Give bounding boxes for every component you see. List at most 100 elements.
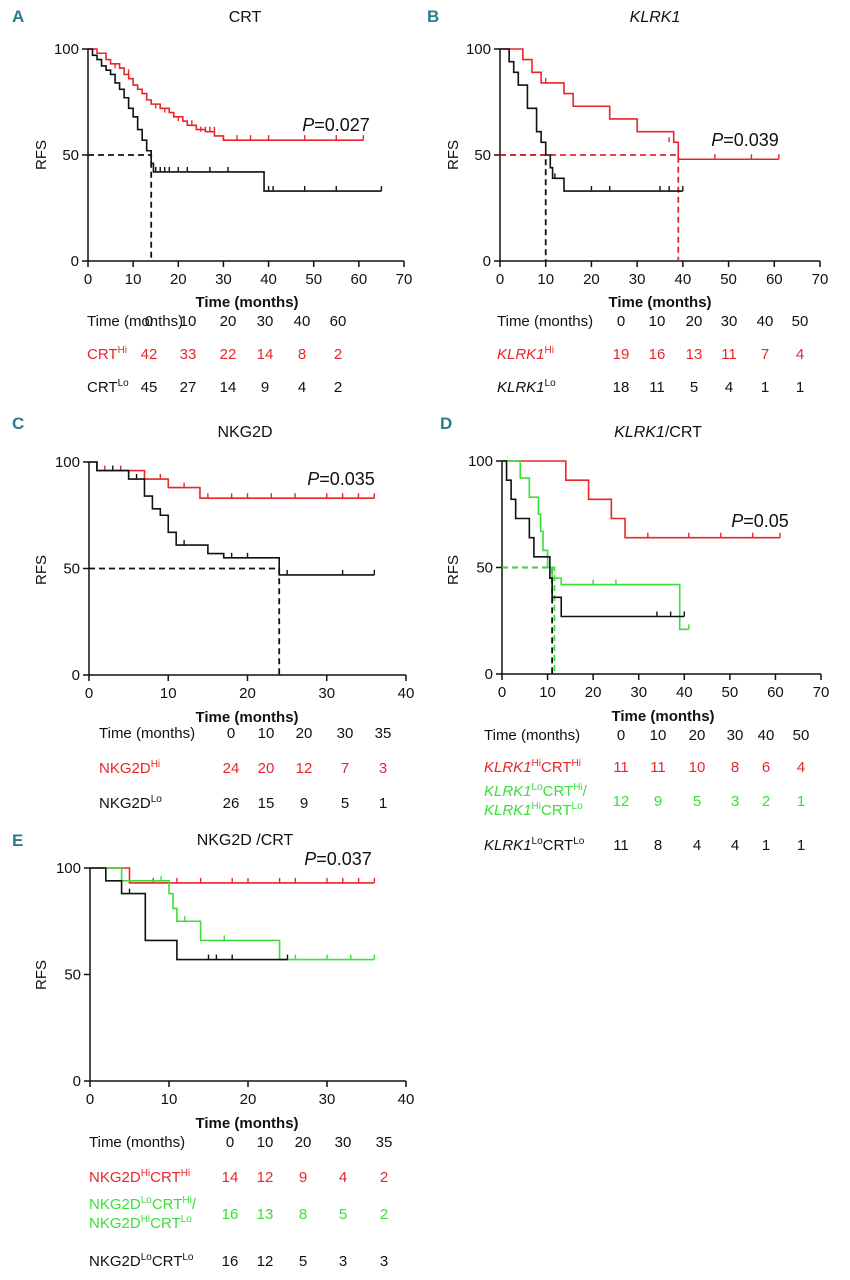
p-value: P=0.05 [731, 511, 789, 531]
risk-count: 14 [257, 346, 274, 363]
risk-count: 13 [686, 346, 703, 363]
x-axis-label: Time (months) [195, 709, 298, 726]
risk-count: 5 [693, 793, 701, 810]
risk-count: 33 [180, 346, 197, 363]
risk-table-time: 0 [226, 1134, 234, 1151]
risk-count: 7 [761, 346, 769, 363]
risk-table-time: 30 [721, 313, 738, 330]
x-tick-label: 30 [629, 271, 646, 288]
panel-title: NKG2D [217, 424, 272, 441]
risk-table-header: Time (months) [87, 313, 183, 330]
x-axis-label: Time (months) [608, 294, 711, 311]
risk-count: 45 [141, 379, 158, 396]
risk-count: 4 [796, 346, 804, 363]
risk-table-header: Time (months) [484, 727, 580, 744]
risk-table-time: 20 [220, 313, 237, 330]
median-line [88, 154, 153, 261]
risk-count: 4 [797, 759, 805, 776]
y-axis-label: RFS [33, 555, 50, 585]
survival-curve [502, 460, 685, 618]
risk-count: 9 [300, 795, 308, 812]
x-tick-label: 20 [239, 685, 256, 702]
risk-count: 1 [761, 379, 769, 396]
risk-count: 3 [731, 793, 739, 810]
risk-count: 6 [762, 759, 770, 776]
risk-count: 16 [649, 346, 666, 363]
y-tick-label: 0 [72, 667, 80, 684]
risk-count: 9 [261, 379, 269, 396]
risk-table-time: 50 [793, 727, 810, 744]
risk-table-time: 30 [335, 1134, 352, 1151]
x-tick-label: 40 [676, 684, 693, 701]
risk-table-header: Time (months) [99, 725, 195, 742]
risk-row-label: NKG2DHiCRTLo [89, 1214, 192, 1232]
y-tick-label: 100 [55, 454, 80, 471]
y-tick-label: 100 [468, 453, 493, 470]
risk-count: 11 [721, 346, 737, 363]
risk-table-time: 0 [227, 725, 235, 742]
median-line [500, 154, 547, 261]
risk-table-time: 20 [295, 1134, 312, 1151]
median-line [502, 566, 554, 674]
risk-count: 15 [258, 795, 275, 812]
risk-count: 11 [613, 759, 629, 776]
risk-count: 18 [613, 379, 630, 396]
survival-curve [88, 48, 364, 141]
x-tick-label: 0 [496, 271, 504, 288]
x-tick-label: 20 [240, 1091, 257, 1108]
risk-count: 4 [693, 837, 701, 854]
x-tick-label: 50 [305, 271, 322, 288]
risk-row-label: KLRK1LoCRTLo [484, 836, 585, 854]
risk-count: 3 [339, 1253, 347, 1270]
risk-count: 10 [689, 759, 706, 776]
y-tick-label: 0 [73, 1073, 81, 1090]
panel-letter: C [12, 414, 24, 433]
x-tick-label: 30 [318, 685, 335, 702]
x-tick-label: 10 [125, 271, 142, 288]
survival-curve [90, 867, 288, 961]
risk-table-time: 60 [330, 313, 347, 330]
risk-row-label: NKG2DLoCRTHi/ [89, 1195, 197, 1213]
x-axis-label: Time (months) [611, 708, 714, 725]
risk-count: 8 [731, 759, 739, 776]
risk-count: 5 [690, 379, 698, 396]
x-tick-label: 0 [86, 1091, 94, 1108]
panel-title: KLRK1/CRT [614, 424, 702, 441]
risk-count: 42 [141, 346, 158, 363]
x-tick-label: 30 [630, 684, 647, 701]
risk-count: 11 [613, 837, 629, 854]
panel-title: NKG2D /CRT [197, 832, 294, 849]
risk-table-time: 10 [180, 313, 197, 330]
y-tick-label: 100 [54, 41, 79, 58]
panel-title: CRT [229, 9, 262, 26]
risk-table-time: 30 [727, 727, 744, 744]
risk-table-time: 40 [294, 313, 311, 330]
survival-curve [88, 48, 382, 192]
x-tick-label: 70 [396, 271, 413, 288]
p-value: P=0.027 [302, 115, 370, 135]
risk-row-label: KLRK1LoCRTHi/ [484, 782, 588, 800]
risk-table-time: 50 [792, 313, 809, 330]
risk-table-time: 0 [617, 727, 625, 744]
risk-count: 19 [613, 346, 630, 363]
y-tick-label: 0 [485, 666, 493, 683]
risk-count: 12 [296, 760, 313, 777]
p-value: P=0.037 [304, 849, 372, 869]
risk-table-header: Time (months) [497, 313, 593, 330]
risk-count: 5 [339, 1206, 347, 1223]
risk-row-label: NKG2DHiCRTHi [89, 1168, 190, 1186]
risk-count: 4 [339, 1169, 347, 1186]
y-tick-label: 50 [476, 560, 493, 577]
risk-count: 14 [222, 1169, 239, 1186]
x-tick-label: 30 [319, 1091, 336, 1108]
x-tick-label: 40 [260, 271, 277, 288]
panel-letter: B [427, 7, 439, 26]
risk-table-time: 10 [257, 1134, 274, 1151]
risk-count: 9 [299, 1169, 307, 1186]
x-tick-label: 10 [160, 685, 177, 702]
y-tick-label: 50 [63, 561, 80, 578]
